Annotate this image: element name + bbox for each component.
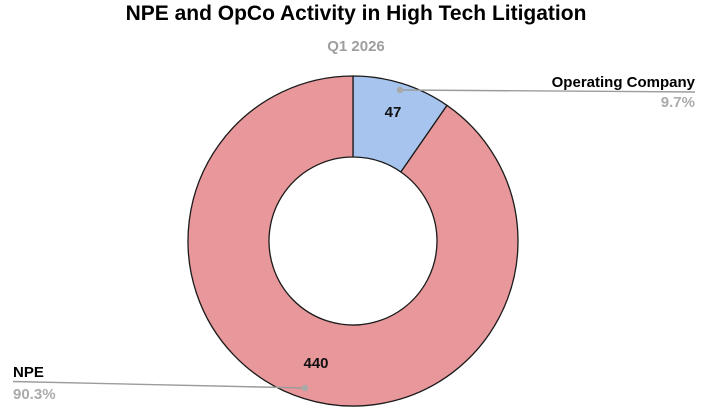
slice-value-operating-company: 47: [384, 104, 402, 121]
leader-line-npe: [12, 380, 306, 389]
chart-title: NPE and OpCo Activity in High Tech Litig…: [125, 2, 587, 25]
leader-line-operating-company: [399, 89, 696, 93]
donut-slices: [187, 75, 519, 407]
callout-label-operating-company: Operating Company: [551, 74, 695, 91]
leader-dot-operating-company: [396, 86, 404, 94]
callout-percent-npe: 90.3%: [13, 386, 56, 403]
leader-lines: [12, 86, 696, 392]
chart-subtitle: Q1 2026: [327, 38, 385, 55]
donut-slice-npe: [187, 75, 519, 407]
callout-percent-operating-company: 9.7%: [660, 94, 695, 111]
leader-dot-npe: [301, 384, 309, 392]
slice-value-npe: 440: [303, 355, 329, 372]
callout-label-npe: NPE: [13, 364, 44, 381]
